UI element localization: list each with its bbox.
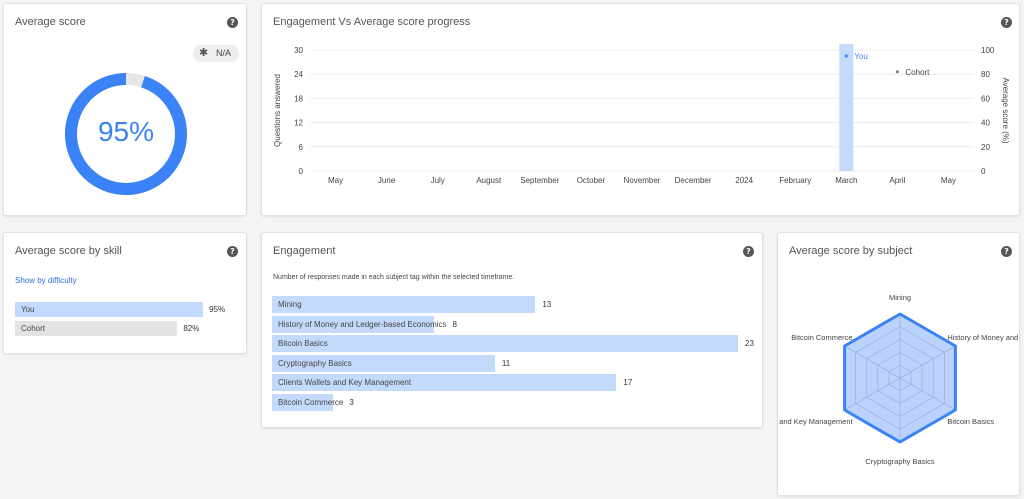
progress-chart: 0 6 12 18 24 30 0 20 40 60 80 100 May June July August S… (273, 44, 1010, 185)
radar-spoke (844, 377, 901, 411)
engagement-bar-label: Mining (278, 300, 302, 309)
skill-bar-label: You (21, 305, 35, 314)
x-tick-label: March (835, 176, 857, 185)
x-tick-label: December (675, 176, 712, 185)
y-tick-label: 30 (294, 46, 303, 55)
engagement-description: Number of responses made in each subject… (273, 274, 515, 281)
engagement-bar-label: Bitcoin Commerce (278, 398, 344, 407)
skill-bar (15, 321, 178, 336)
radar-series (843, 312, 957, 444)
x-tick-label: June (378, 176, 396, 185)
engagement-bar (272, 296, 536, 313)
radar-axis-label: Bitcoin Basics (947, 417, 994, 426)
badge-label: N/A (216, 48, 232, 58)
x-tick-label: September (520, 176, 559, 185)
engagement-bar-label: Cryptography Basics (278, 358, 352, 368)
y2-tick-label: 0 (981, 167, 986, 176)
help-icon[interactable]: ? (1001, 17, 1012, 28)
x-tick-label: April (889, 176, 905, 185)
y-tick-label: 18 (294, 94, 303, 103)
subject-radar-chart: Mining History of Money and Ledger-base Bi… (778, 293, 1021, 466)
series-point (844, 54, 848, 58)
y-tick-label: 24 (294, 70, 303, 79)
series-label: Cohort (905, 68, 930, 77)
average-score-title: Average score (15, 16, 86, 28)
engagement-bar (272, 335, 738, 353)
y-tick-label: 6 (299, 143, 304, 152)
y2-axis-label: Average score (%) (1001, 77, 1010, 143)
show-by-difficulty-link[interactable]: Show by difficulty (15, 276, 77, 285)
x-tick-label: February (779, 176, 811, 185)
engagement-card: Engagement ? Number of responses made in… (261, 232, 763, 428)
score-ring-arc (65, 73, 187, 195)
engagement-bar-value: 17 (623, 378, 633, 388)
engagement-bar-value: 8 (452, 319, 457, 329)
cohort-score-badge: ✱ N/A (193, 45, 239, 62)
engagement-bar-label: Bitcoin Basics (278, 339, 328, 349)
score-ring (65, 73, 187, 195)
skill-bar-value: 95% (209, 305, 226, 314)
skill-bar (15, 302, 204, 317)
engagement-bar (272, 374, 617, 392)
radar-spoke (899, 377, 956, 411)
help-icon[interactable]: ? (743, 246, 754, 257)
y2-tick-label: 80 (981, 70, 990, 79)
engagement-bar (272, 354, 495, 372)
engagement-bar-value: 11 (501, 358, 511, 368)
subject-card: Average score by subject ? Mining History… (777, 232, 1021, 496)
engagement-bar (272, 394, 333, 411)
y-axis-label: Questions answered (273, 74, 282, 147)
y2-tick-label: 20 (981, 143, 990, 152)
x-tick-label: 2024 (735, 176, 753, 185)
skill-bar-value: 82% (183, 324, 200, 333)
x-tick-label: May (328, 176, 343, 185)
engagement-bar-label: History of Money and Ledger-based Econom… (278, 319, 447, 329)
y-tick-label: 0 (299, 167, 304, 176)
x-tick-label: November (624, 176, 661, 185)
progress-title: Engagement Vs Average score progress (273, 16, 471, 28)
progress-card: Engagement Vs Average score progress ? 0… (261, 3, 1020, 216)
engagement-bar-value: 13 (542, 300, 552, 309)
engagement-bar-value: 23 (745, 339, 754, 349)
radar-axis-label: History of Money and Ledger-base (947, 333, 1021, 342)
radar-axis-label: Bitcoin Commerce (791, 333, 852, 342)
series-point (895, 70, 899, 74)
y2-tick-label: 100 (981, 46, 995, 55)
skill-bar-label: Cohort (21, 324, 46, 333)
subject-title: Average score by subject (789, 245, 913, 257)
y-tick-label: 12 (294, 119, 303, 128)
skill-card: Average score by skill ? Show by difficu… (3, 232, 247, 354)
help-icon[interactable]: ? (227, 17, 238, 28)
engagement-bar (839, 44, 854, 171)
average-score-card: Average score ? ✱ N/A 95% (3, 3, 247, 216)
engagement-bar-label: Clients Wallets and Key Management (278, 378, 412, 388)
x-tick-label: May (941, 176, 956, 185)
radar-axis-label: Cryptography Basics (865, 457, 934, 466)
y2-tick-label: 60 (981, 94, 990, 103)
engagement-bar-value: 3 (349, 398, 354, 407)
skill-title: Average score by skill (15, 245, 122, 257)
radar-axis-label: Mining (889, 293, 911, 302)
help-icon[interactable]: ? (227, 246, 238, 257)
radar-axis-label: Wallets and Key Management (778, 417, 853, 426)
radar-spoke (899, 345, 956, 379)
series-label: You (854, 52, 868, 61)
x-tick-label: October (577, 176, 606, 185)
radar-spoke (844, 345, 901, 379)
x-tick-label: August (476, 176, 502, 185)
y2-tick-label: 40 (981, 119, 990, 128)
help-icon[interactable]: ? (1001, 246, 1012, 257)
engagement-title: Engagement (273, 245, 336, 257)
engagement-bar (272, 315, 435, 333)
x-tick-label: July (431, 176, 445, 185)
asterisk-icon: ✱ (199, 47, 209, 59)
average-score-value: 95% (97, 116, 155, 147)
